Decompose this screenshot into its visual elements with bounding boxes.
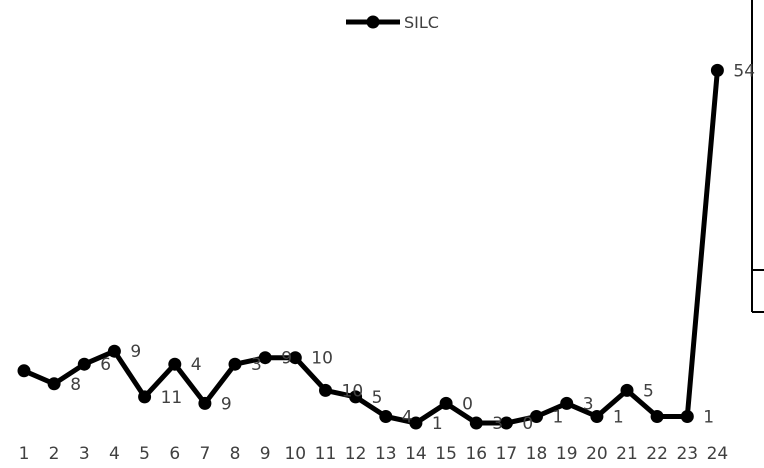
data-label-9: 9: [281, 349, 292, 369]
x-tick-label-3: 3: [79, 444, 90, 463]
x-tick-label-21: 21: [616, 444, 638, 463]
data-point-21: [620, 383, 634, 397]
data-point-18: [530, 410, 543, 423]
data-label-10: 10: [311, 349, 333, 369]
x-tick-label-23: 23: [676, 444, 698, 463]
data-point-20: [590, 410, 604, 423]
data-point-15: [439, 396, 453, 410]
data-label-24: 54: [733, 61, 755, 81]
data-point-12: [349, 390, 363, 404]
data-label-6: 4: [191, 355, 202, 375]
data-point-5: [138, 390, 152, 404]
series-markers-group: [17, 63, 724, 430]
x-tick-label-12: 12: [345, 444, 367, 463]
x-axis-tick-labels: 1 2 3 4 5 6 7 8 9 10 11 12 13 14 15 16 17 18 19 20 21 22 23 24: [19, 444, 729, 464]
data-point-9: [258, 351, 272, 365]
data-label-17: 0: [522, 414, 533, 434]
data-point-3: [77, 357, 91, 371]
x-tick-label-5: 5: [139, 444, 150, 463]
data-label-3: 6: [100, 355, 111, 375]
data-label-15: 0: [462, 394, 473, 414]
x-tick-label-11: 11: [315, 444, 337, 463]
data-point-7: [198, 396, 212, 410]
data-point-6: [168, 357, 182, 371]
data-point-13: [379, 410, 393, 423]
legend: SILC: [346, 13, 439, 32]
data-label-7: 9: [221, 394, 232, 414]
data-label-13: 4: [402, 408, 413, 428]
x-tick-label-9: 9: [260, 444, 271, 463]
data-point-2: [47, 377, 61, 391]
x-tick-label-10: 10: [284, 444, 306, 463]
data-label-19: 3: [583, 394, 594, 414]
data-label-18: 1: [553, 408, 564, 428]
data-point-24: [710, 63, 724, 77]
series-line-group: [23, 70, 720, 426]
data-label-11: 10: [342, 381, 364, 401]
x-tick-label-4: 4: [109, 444, 120, 463]
data-point-8: [228, 357, 242, 371]
x-tick-label-14: 14: [405, 444, 427, 463]
data-point-4: [107, 344, 121, 358]
data-label-4: 9: [130, 342, 141, 362]
data-point-11: [319, 383, 332, 397]
data-point-14: [409, 416, 423, 430]
x-tick-label-8: 8: [230, 444, 241, 463]
x-tick-label-6: 6: [169, 444, 180, 463]
x-tick-label-24: 24: [707, 444, 729, 463]
data-point-23: [680, 410, 694, 423]
data-point-17: [499, 416, 513, 430]
x-tick-label-16: 16: [465, 444, 487, 463]
x-tick-label-17: 17: [496, 444, 518, 463]
x-tick-label-20: 20: [586, 444, 608, 463]
data-point-22: [650, 410, 664, 423]
x-tick-label-19: 19: [556, 444, 578, 463]
data-label-5: 11: [161, 388, 183, 408]
x-tick-label-2: 2: [49, 444, 60, 463]
data-label-12: 5: [372, 388, 383, 408]
legend-marker: [366, 15, 380, 29]
data-point-1: [17, 364, 31, 378]
x-tick-label-1: 1: [19, 444, 30, 463]
x-tick-label-7: 7: [199, 444, 210, 463]
data-label-2: 8: [70, 375, 81, 395]
data-label-8: 3: [251, 355, 262, 375]
data-label-14: 1: [432, 414, 443, 434]
data-label-23: 1: [703, 408, 714, 428]
x-tick-label-15: 15: [435, 444, 457, 463]
x-tick-label-18: 18: [526, 444, 548, 463]
data-label-21: 5: [643, 381, 654, 401]
data-point-16: [469, 416, 483, 430]
series-line-silc: [23, 70, 720, 426]
x-tick-label-13: 13: [375, 444, 397, 463]
cropped-frame-fragment: [751, 0, 764, 313]
data-label-20: 1: [613, 408, 624, 428]
data-label-16: 3: [492, 414, 503, 434]
x-tick-label-22: 22: [646, 444, 668, 463]
data-point-10: [288, 351, 302, 365]
legend-label: SILC: [404, 13, 439, 32]
data-point-19: [560, 396, 574, 410]
